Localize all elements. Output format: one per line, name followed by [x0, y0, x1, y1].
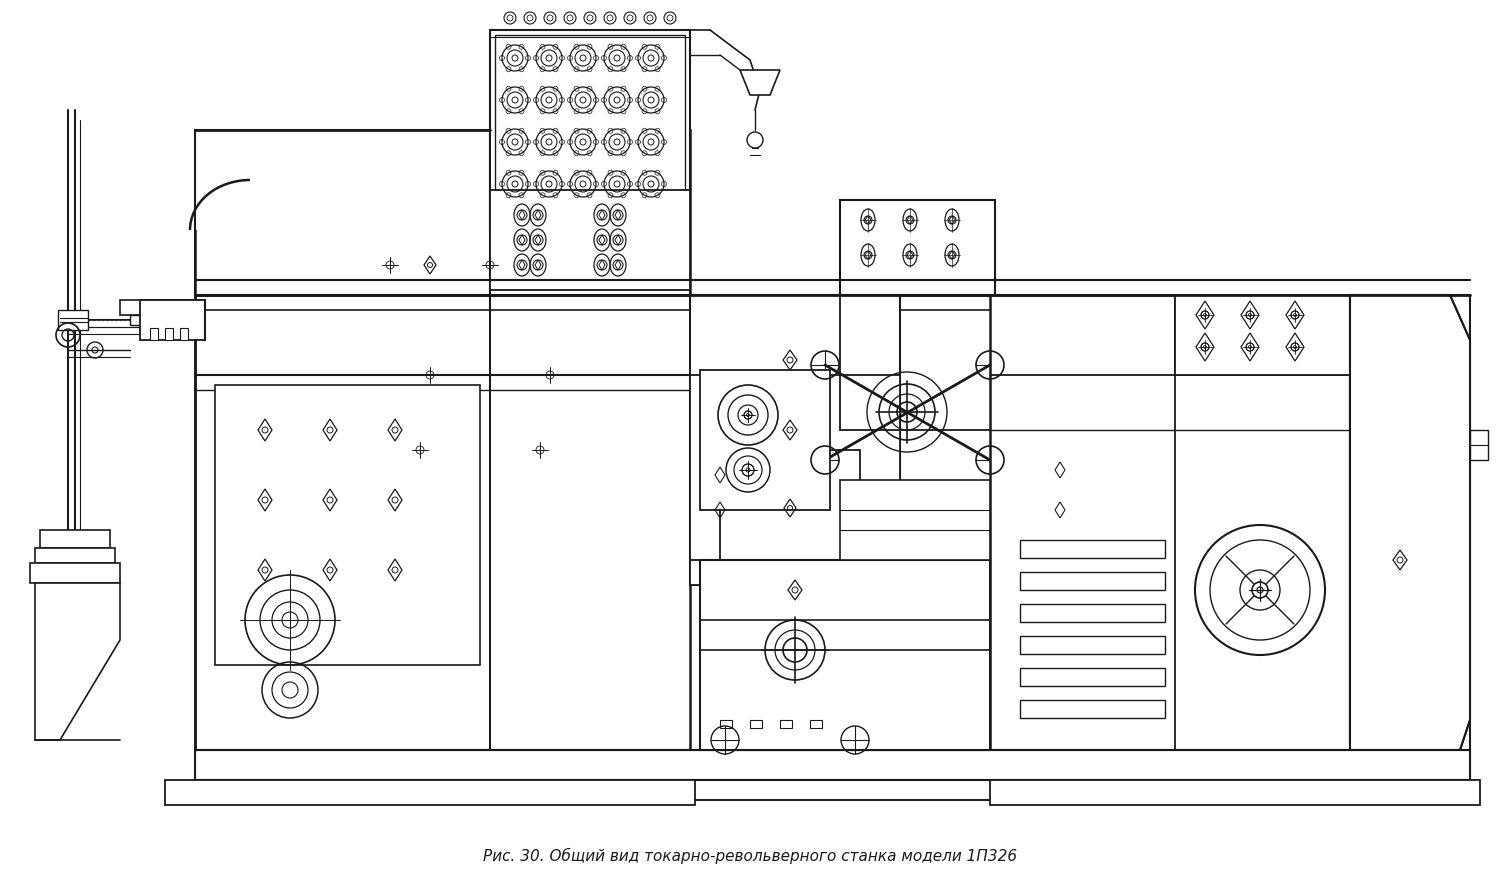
- Bar: [150, 328, 158, 340]
- Bar: [1020, 636, 1166, 654]
- Bar: [1020, 668, 1166, 686]
- Text: Рис. 30. Общий вид токарно-револьверного станка модели 1П326: Рис. 30. Общий вид токарно-револьверного…: [483, 848, 1017, 864]
- Bar: [780, 720, 792, 728]
- Bar: [1470, 430, 1488, 460]
- Bar: [495, 35, 686, 225]
- Bar: [40, 530, 110, 548]
- Bar: [195, 130, 690, 295]
- Bar: [165, 328, 172, 340]
- Bar: [990, 780, 1480, 805]
- Bar: [180, 328, 188, 340]
- Bar: [165, 780, 694, 805]
- Bar: [690, 375, 900, 585]
- Bar: [720, 450, 860, 560]
- Bar: [490, 190, 690, 290]
- Bar: [34, 548, 116, 563]
- Bar: [1020, 604, 1166, 622]
- Bar: [690, 295, 900, 585]
- Bar: [1174, 295, 1350, 375]
- Polygon shape: [195, 130, 690, 780]
- Bar: [120, 300, 200, 315]
- Bar: [990, 295, 1350, 780]
- Bar: [195, 750, 1470, 780]
- Bar: [1350, 295, 1470, 780]
- Bar: [750, 720, 762, 728]
- Bar: [214, 385, 480, 665]
- Bar: [195, 780, 1470, 800]
- Bar: [140, 300, 206, 340]
- Bar: [130, 315, 190, 325]
- Bar: [1020, 540, 1166, 558]
- Polygon shape: [1350, 295, 1470, 780]
- Bar: [58, 310, 88, 330]
- Polygon shape: [740, 70, 780, 95]
- Bar: [1020, 572, 1166, 590]
- Bar: [700, 560, 990, 750]
- Bar: [490, 30, 690, 230]
- Bar: [1020, 700, 1166, 718]
- Bar: [140, 325, 195, 333]
- Polygon shape: [34, 583, 120, 740]
- Bar: [840, 480, 990, 560]
- Bar: [810, 720, 822, 728]
- Bar: [840, 200, 995, 295]
- Bar: [720, 720, 732, 728]
- Bar: [30, 563, 120, 583]
- Bar: [700, 370, 830, 510]
